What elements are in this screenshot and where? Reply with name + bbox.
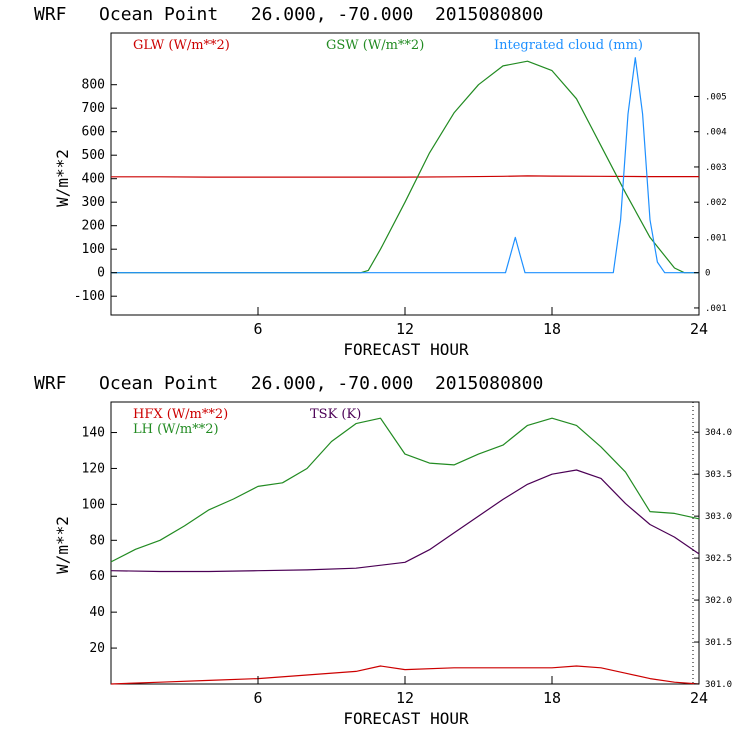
- top-y2-tick-label: .002: [705, 198, 727, 208]
- top-x-tick-label: 12: [396, 320, 414, 338]
- series-line-lh: [110, 417, 700, 563]
- series-line-tsk: [110, 469, 700, 573]
- legend-gsw: GSW (W/m**2): [326, 38, 424, 53]
- bottom-x-tick-label: 24: [690, 689, 708, 707]
- bottom-y-tick-label: 40: [89, 605, 105, 620]
- top-y2-tick-label: .001: [705, 233, 727, 243]
- bottom-chart-title: WRF Ocean Point 26.000, -70.000 20150808…: [34, 373, 543, 394]
- top-y2-tick-label: .004: [705, 128, 727, 138]
- bottom-x-tick-label: 18: [543, 689, 561, 707]
- top-y2-tick-label: .005: [705, 92, 727, 102]
- top-x-tick-label: 24: [690, 320, 708, 338]
- top-x-axis-label: FORECAST HOUR: [343, 340, 469, 359]
- bottom-y2-tick-label: 303.5: [705, 470, 732, 480]
- top-y-tick-label: 500: [82, 148, 105, 163]
- bottom-y-tick-label: 60: [89, 569, 105, 584]
- panel-bottom: WRF Ocean Point 26.000, -70.000 20150808…: [34, 373, 732, 728]
- panel-top: WRF Ocean Point 26.000, -70.000 20150808…: [34, 4, 727, 359]
- top-chart-title: WRF Ocean Point 26.000, -70.000 20150808…: [34, 4, 543, 25]
- top-y2-tick-label: .003: [705, 163, 727, 173]
- series-line-glw: [111, 175, 699, 178]
- top-y2-tick-label: .001: [705, 304, 727, 314]
- series-line-gsw: [111, 60, 699, 274]
- bottom-y-tick-label: 100: [82, 497, 105, 512]
- top-y-tick-label: 100: [82, 242, 105, 257]
- bottom-y-tick-label: 80: [89, 533, 105, 548]
- bottom-plot-frame: [110, 401, 700, 685]
- top-y-tick-label: 400: [82, 172, 105, 187]
- bottom-y2-tick-label: 302.0: [705, 596, 732, 606]
- bottom-y2-tick-label: 303.0: [705, 512, 732, 522]
- series-line-integrated: [111, 57, 699, 274]
- bottom-y-tick-label: 20: [89, 641, 105, 656]
- legend-glw: GLW (W/m**2): [133, 38, 230, 53]
- bottom-y-tick-label: 140: [82, 426, 105, 441]
- top-x-tick-label: 18: [543, 320, 561, 338]
- legend-integrated-cloud: Integrated cloud (mm): [494, 38, 643, 53]
- top-y2-tick-label: 0: [705, 269, 710, 279]
- bottom-y-axis-label: W/m**2: [53, 516, 72, 574]
- legend-tsk: TSK (K): [310, 407, 361, 422]
- top-y-tick-label: 300: [82, 195, 105, 210]
- top-y-axis-label: W/m**2: [53, 149, 72, 207]
- bottom-x-axis-label: FORECAST HOUR: [343, 709, 469, 728]
- top-y-tick-label: 200: [82, 219, 105, 234]
- bottom-y2-tick-label: 301.0: [705, 680, 732, 690]
- top-y-tick-label: 600: [82, 125, 105, 140]
- legend-hfx: HFX (W/m**2): [133, 407, 228, 422]
- bottom-y2-tick-label: 304.0: [705, 428, 732, 438]
- series-line-hfx: [110, 665, 700, 685]
- top-y-tick-label: 0: [97, 266, 105, 281]
- bottom-y-tick-label: 120: [82, 461, 105, 476]
- bottom-x-tick-label: 12: [396, 689, 414, 707]
- top-x-tick-label: 6: [253, 320, 262, 338]
- top-y-tick-label: 800: [82, 78, 105, 93]
- top-y-tick-label: 700: [82, 101, 105, 116]
- bottom-y2-tick-label: 302.5: [705, 554, 732, 564]
- bottom-x-tick-label: 6: [253, 689, 262, 707]
- top-y-tick-label: -100: [74, 289, 105, 304]
- legend-lh: LH (W/m**2): [133, 422, 219, 437]
- bottom-y2-tick-label: 301.5: [705, 638, 732, 648]
